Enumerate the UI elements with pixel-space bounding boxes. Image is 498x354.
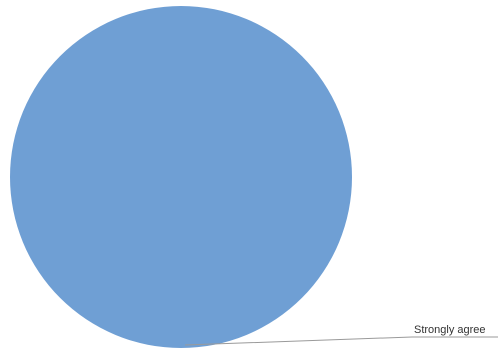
pie-leader-line xyxy=(184,336,498,346)
pie-slices xyxy=(10,6,352,348)
pie-slice xyxy=(10,6,352,348)
pie-labels: Strongly agree xyxy=(184,324,498,346)
pie-slice-label: Strongly agree xyxy=(414,324,486,336)
